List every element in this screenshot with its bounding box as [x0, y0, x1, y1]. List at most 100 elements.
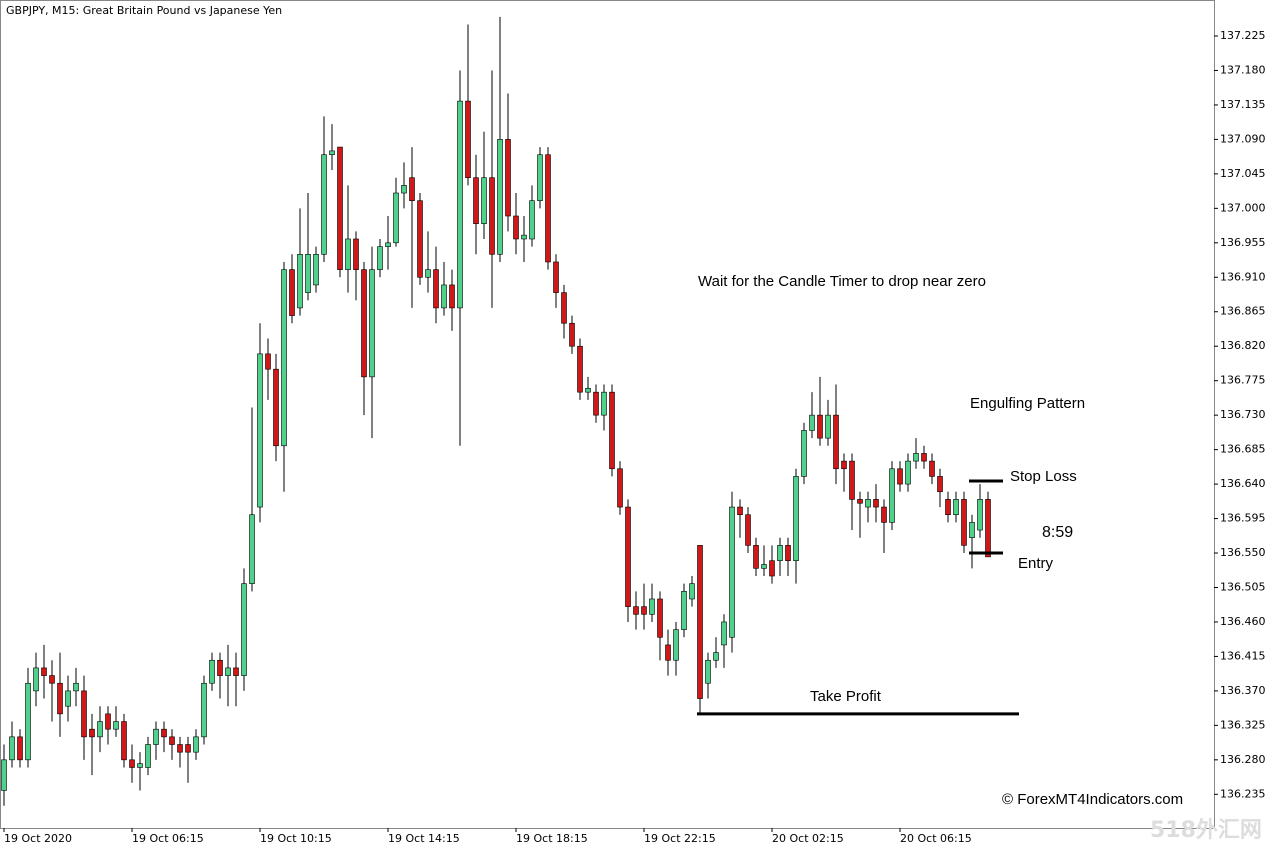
- candle-body: [225, 667, 231, 676]
- candle-body: [777, 545, 783, 561]
- candle-body: [489, 177, 495, 255]
- candle-body: [177, 744, 183, 753]
- candle-body: [377, 246, 383, 270]
- candle-body: [625, 506, 631, 607]
- candle-body: [745, 514, 751, 546]
- candle-body: [257, 353, 263, 508]
- y-tick-label: 137.135: [1220, 98, 1266, 111]
- candle-body: [313, 253, 319, 286]
- chart-title: GBPJPY, M15: Great Britain Pound vs Japa…: [6, 4, 282, 17]
- candle-body: [297, 253, 303, 309]
- candle-body: [457, 100, 463, 309]
- candle-body: [393, 192, 399, 244]
- candle-body: [1, 759, 7, 791]
- candle-body: [737, 506, 743, 516]
- candle-body: [673, 629, 679, 661]
- candle-body: [321, 154, 327, 255]
- candle-body: [945, 499, 951, 516]
- y-tick-label: 136.775: [1220, 374, 1266, 387]
- candle-body: [169, 736, 175, 745]
- candle-body: [873, 499, 879, 508]
- candle-body: [913, 453, 919, 462]
- annotation: Wait for the Candle Timer to drop near z…: [698, 273, 986, 290]
- candle-body: [281, 269, 287, 447]
- candle-body: [289, 269, 295, 316]
- candle-body: [9, 736, 15, 761]
- x-tick-label: 19 Oct 2020: [4, 832, 72, 845]
- candle-body: [593, 391, 599, 416]
- candle-body: [433, 269, 439, 309]
- candle-body: [385, 242, 391, 247]
- candle-body: [465, 100, 471, 179]
- y-tick-label: 136.235: [1220, 787, 1266, 800]
- x-tick-label: 20 Oct 06:15: [900, 832, 972, 845]
- candle-body: [713, 652, 719, 661]
- candle-body: [585, 388, 591, 393]
- candle-body: [953, 499, 959, 516]
- y-tick-label: 136.955: [1220, 236, 1266, 249]
- candle-body: [841, 460, 847, 470]
- candle-body: [57, 682, 63, 715]
- y-tick-label: 137.180: [1220, 63, 1266, 76]
- candle-body: [657, 598, 663, 638]
- candle-body: [929, 460, 935, 477]
- candle-body: [153, 728, 159, 745]
- candle-body: [753, 545, 759, 569]
- candle-body: [441, 284, 447, 309]
- y-tick-label: 137.000: [1220, 201, 1266, 214]
- candle-body: [65, 690, 71, 707]
- candle-body: [825, 414, 831, 439]
- candle-body: [769, 560, 775, 577]
- y-tick-label: 137.045: [1220, 167, 1266, 180]
- level-label: Entry: [1018, 555, 1054, 572]
- candle-body: [121, 721, 127, 761]
- candle-body: [17, 736, 23, 761]
- x-tick-label: 19 Oct 18:15: [516, 832, 588, 845]
- candle-body: [233, 667, 239, 676]
- candle-body: [513, 215, 519, 240]
- candle-body: [649, 598, 655, 615]
- y-tick-label: 136.550: [1220, 546, 1266, 559]
- candle-body: [577, 345, 583, 393]
- candle-body: [985, 499, 991, 558]
- candle-body: [817, 414, 823, 439]
- candle-body: [721, 621, 727, 646]
- y-tick-label: 136.595: [1220, 512, 1266, 525]
- candle-body: [33, 667, 39, 692]
- candle-body: [497, 139, 503, 255]
- candle-body: [697, 545, 703, 699]
- y-tick-label: 136.370: [1220, 684, 1266, 697]
- candle-body: [81, 690, 87, 738]
- candle-body: [969, 522, 975, 539]
- candle-body: [905, 460, 911, 485]
- candle-body: [345, 238, 351, 270]
- x-tick-label: 19 Oct 06:15: [132, 832, 204, 845]
- candle-body: [865, 499, 871, 508]
- candle-body: [889, 468, 895, 523]
- candle-body: [209, 659, 215, 684]
- candle-body: [921, 453, 927, 462]
- candle-body: [809, 414, 815, 431]
- y-tick-label: 136.865: [1220, 305, 1266, 318]
- copyright: © ForexMT4Indicators.com: [1002, 791, 1183, 808]
- candle-body: [241, 583, 247, 676]
- candle-body: [801, 430, 807, 477]
- candle-body: [193, 736, 199, 753]
- candle-body: [145, 744, 151, 768]
- candle-body: [425, 269, 431, 278]
- candle-body: [705, 659, 711, 684]
- candle-body: [361, 269, 367, 378]
- candle-body: [417, 200, 423, 278]
- candle-body: [97, 721, 103, 738]
- candle-body: [537, 154, 543, 201]
- candle-body: [305, 253, 311, 293]
- candle-body: [897, 468, 903, 485]
- x-tick-label: 20 Oct 02:15: [772, 832, 844, 845]
- candle-body: [369, 269, 375, 378]
- y-tick-label: 137.090: [1220, 132, 1266, 145]
- candle-body: [729, 506, 735, 638]
- candle-body: [529, 200, 535, 240]
- candle-body: [41, 667, 47, 676]
- y-tick-label: 136.415: [1220, 649, 1266, 662]
- y-tick-label: 136.505: [1220, 580, 1266, 593]
